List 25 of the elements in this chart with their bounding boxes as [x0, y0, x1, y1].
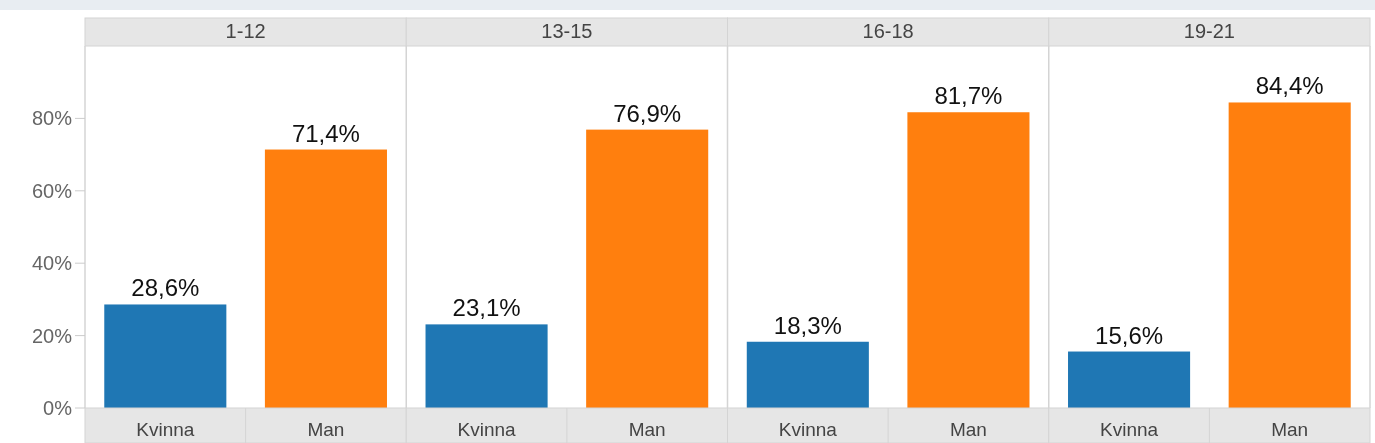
x-tick-label: Kvinna: [1100, 419, 1159, 440]
y-tick-label: 40%: [31, 252, 73, 275]
chart-title: 13-15: [541, 20, 593, 42]
x-tick-label: Kvinna: [457, 419, 517, 440]
chart-title: 16-18: [862, 20, 914, 42]
x-tick-label: Man: [949, 419, 987, 440]
x-tick-label: Man: [1271, 419, 1309, 440]
data-label: 15,6%: [1095, 321, 1164, 349]
chart-title: 1-12: [225, 20, 266, 42]
y-tick-label: 20%: [31, 324, 73, 347]
chart-title: 19-21: [1183, 20, 1235, 42]
data-label: 71,4%: [291, 119, 360, 147]
x-tick-label: Kvinna: [778, 419, 838, 440]
y-tick-label: 80%: [31, 107, 73, 130]
y-tick-label: 0%: [43, 397, 73, 419]
x-tick-label: Kvinna: [136, 419, 195, 440]
data-label: 84,4%: [1255, 72, 1324, 100]
data-label: 18,3%: [773, 311, 842, 339]
y-tick-label: 60%: [31, 179, 73, 202]
data-label: 76,9%: [613, 99, 682, 127]
x-tick-label: Man: [307, 419, 345, 440]
x-tick-label: Man: [628, 419, 666, 440]
data-label: 81,7%: [934, 82, 1003, 110]
data-label: 23,1%: [452, 294, 521, 322]
data-label: 28,6%: [131, 274, 200, 302]
